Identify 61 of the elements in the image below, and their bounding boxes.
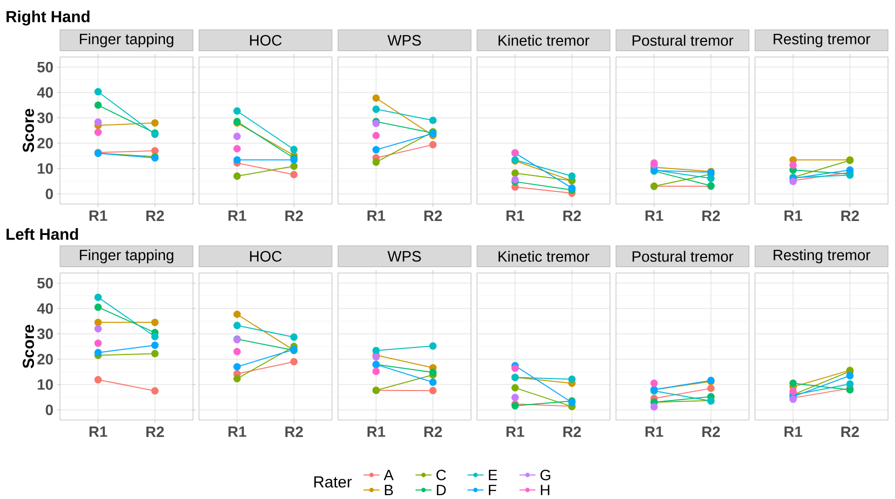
y-tick-label: 50 bbox=[37, 278, 53, 288]
x-tick-label: R2 bbox=[424, 426, 442, 437]
chart-title: WPS bbox=[388, 251, 421, 262]
legend-label: E bbox=[488, 470, 498, 480]
x-tick-label: R2 bbox=[702, 210, 720, 221]
chart-title: WPS bbox=[388, 35, 421, 46]
legend-label: H bbox=[540, 484, 550, 496]
y-tick-label: 40 bbox=[37, 303, 53, 314]
y-tick-label: 10 bbox=[38, 163, 53, 174]
chart-title: Postural tremor bbox=[632, 34, 734, 46]
x-tick-label: R1 bbox=[506, 210, 524, 221]
legend-label: C bbox=[436, 470, 446, 480]
chart-title: Kinetic tremor bbox=[498, 34, 590, 46]
chart-title: Postural tremor bbox=[632, 250, 734, 262]
x-tick-label: R2 bbox=[841, 426, 859, 437]
chart-title: Kinetic tremor bbox=[498, 250, 590, 262]
y-tick-label: 0 bbox=[46, 404, 53, 416]
legend-title: Rater bbox=[314, 476, 352, 488]
chart-title: Finger tapping bbox=[80, 33, 174, 48]
y-tick-label: 30 bbox=[37, 328, 53, 340]
y-axis-title: Score bbox=[22, 324, 34, 368]
x-tick-label: R2 bbox=[146, 210, 164, 221]
y-tick-label: 30 bbox=[37, 112, 53, 124]
x-tick-label: R1 bbox=[368, 210, 386, 221]
x-tick-label: R2 bbox=[424, 210, 442, 221]
x-tick-label: R1 bbox=[784, 210, 802, 221]
x-tick-label: R1 bbox=[646, 426, 664, 437]
legend-label: D bbox=[436, 484, 446, 496]
x-tick-label: R2 bbox=[285, 210, 303, 221]
y-tick-label: 20 bbox=[37, 138, 53, 148]
chart-title: HOC bbox=[250, 251, 282, 262]
x-tick-label: R2 bbox=[563, 210, 581, 221]
chart-title: Resting tremor bbox=[774, 33, 870, 48]
legend-label: F bbox=[488, 484, 496, 496]
y-tick-label: 10 bbox=[38, 379, 53, 390]
x-tick-label: R2 bbox=[702, 426, 720, 437]
chart-title: Resting tremor bbox=[774, 249, 870, 264]
y-tick-label: 40 bbox=[37, 87, 53, 98]
x-tick-label: R2 bbox=[841, 210, 859, 221]
x-tick-label: R2 bbox=[563, 426, 581, 437]
x-tick-label: R1 bbox=[228, 426, 246, 437]
chart-title: Finger tapping bbox=[80, 249, 174, 264]
legend-label: A bbox=[384, 470, 394, 480]
x-tick-label: R1 bbox=[90, 210, 108, 221]
x-tick-label: R2 bbox=[285, 426, 303, 437]
x-tick-label: R1 bbox=[646, 210, 664, 221]
text: Right Hand bbox=[6, 10, 90, 26]
x-tick-label: R1 bbox=[368, 426, 386, 437]
legend-label: B bbox=[384, 484, 393, 496]
legend-label: G bbox=[540, 470, 550, 480]
y-tick-label: 20 bbox=[37, 354, 53, 364]
y-axis-title: Score bbox=[22, 108, 34, 152]
x-tick-label: R1 bbox=[784, 426, 802, 437]
y-tick-label: 50 bbox=[37, 62, 53, 72]
x-tick-label: R1 bbox=[228, 210, 246, 221]
text: Left Hand bbox=[6, 228, 78, 240]
chart-title: HOC bbox=[250, 35, 282, 46]
y-tick-label: 0 bbox=[46, 188, 53, 200]
x-tick-label: R1 bbox=[90, 426, 108, 437]
x-tick-label: R2 bbox=[146, 426, 164, 437]
x-tick-label: R1 bbox=[506, 426, 524, 437]
